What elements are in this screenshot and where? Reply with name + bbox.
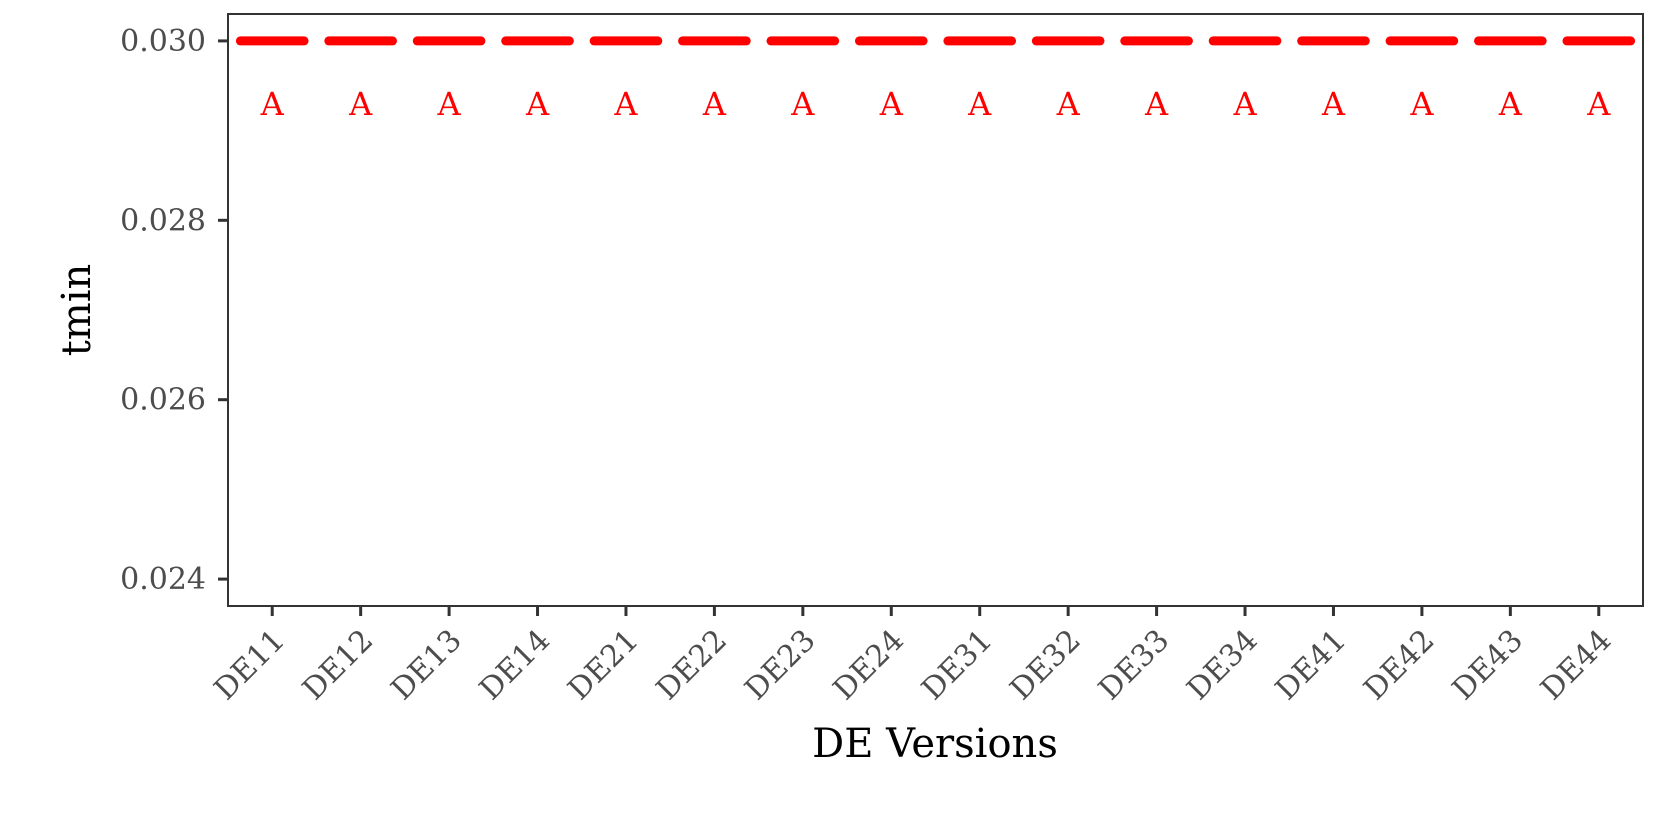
x-tick-label: DE14 <box>473 623 557 707</box>
x-tick-label: DE42 <box>1357 623 1441 707</box>
x-axis-title: DE Versions <box>812 721 1058 767</box>
x-tick-label: DE32 <box>1004 623 1088 707</box>
x-tick-label: DE21 <box>561 623 645 707</box>
group-letter: A <box>879 85 904 123</box>
group-letter: A <box>260 85 285 123</box>
x-tick-label: DE13 <box>385 623 469 707</box>
plot-panel <box>227 13 1644 607</box>
x-tick-label: DE23 <box>738 623 822 707</box>
group-letter: A <box>702 85 727 123</box>
y-axis-title: tmin <box>54 264 100 357</box>
x-tick-label: DE24 <box>827 623 911 707</box>
group-letter: A <box>1144 85 1169 123</box>
group-letter: A <box>1409 85 1434 123</box>
group-letter: A <box>525 85 550 123</box>
group-letter: A <box>437 85 462 123</box>
group-letter: A <box>1321 85 1346 123</box>
group-letter: A <box>1498 85 1523 123</box>
x-tick-label: DE12 <box>296 623 380 707</box>
x-tick-label: DE41 <box>1269 623 1353 707</box>
group-letter: A <box>967 85 992 123</box>
x-tick-label: DE33 <box>1092 623 1176 707</box>
x-tick-label: DE34 <box>1180 623 1264 707</box>
group-letter: A <box>1056 85 1081 123</box>
group-letter: A <box>613 85 638 123</box>
y-tick-label: 0.024 <box>120 562 206 597</box>
group-letter: A <box>1232 85 1257 123</box>
x-tick-label: DE22 <box>650 623 734 707</box>
y-axis: 0.024 0.026 0.028 0.030 <box>120 24 228 597</box>
group-letter: A <box>790 85 815 123</box>
y-tick-label: 0.028 <box>120 203 206 238</box>
x-tick-label: DE31 <box>915 623 999 707</box>
group-letter: A <box>348 85 373 123</box>
x-axis: DE11 DE12 DE13 DE14 DE21 DE22 DE23 DE24 DE31 DE32… <box>208 606 1618 707</box>
x-tick-label: DE43 <box>1446 623 1530 707</box>
y-tick-label: 0.026 <box>120 383 206 418</box>
y-tick-label: 0.030 <box>120 24 206 59</box>
x-tick-label: DE11 <box>208 623 292 707</box>
group-letter: A <box>1586 85 1611 123</box>
x-tick-label: DE44 <box>1534 623 1618 707</box>
